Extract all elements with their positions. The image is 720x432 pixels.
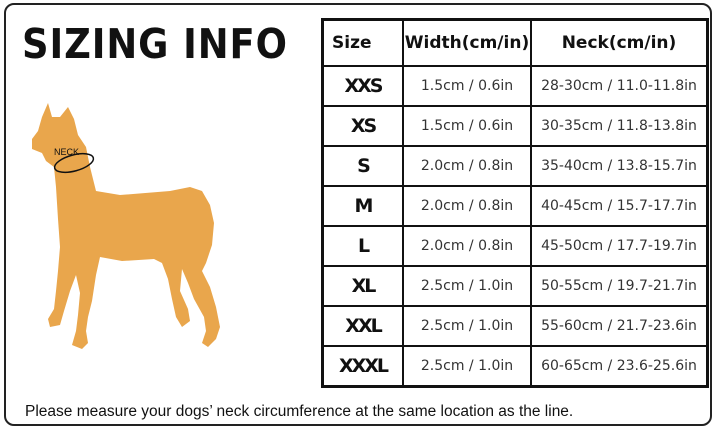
- table-row: XXS 1.5cm / 0.6in 28-30cm / 11.0-11.8in: [321, 65, 709, 107]
- table-row: L 2.0cm / 0.8in 45-50cm / 17.7-19.7in: [321, 225, 709, 267]
- measurement-note: Please measure your dogs’ neck circumfer…: [25, 403, 574, 420]
- neck-cell: 30-35cm / 11.8-13.8in: [530, 105, 709, 147]
- header-width: Width(cm/in): [402, 18, 532, 67]
- table-row: XL 2.5cm / 1.0in 50-55cm / 19.7-21.7in: [321, 265, 709, 307]
- width-cell: 2.5cm / 1.0in: [402, 345, 532, 388]
- neck-cell: 55-60cm / 21.7-23.6in: [530, 305, 709, 347]
- width-cell: 1.5cm / 0.6in: [402, 65, 532, 107]
- header-neck: Neck(cm/in): [530, 18, 709, 67]
- table-row: XXL 2.5cm / 1.0in 55-60cm / 21.7-23.6in: [321, 305, 709, 347]
- neck-cell: 50-55cm / 19.7-21.7in: [530, 265, 709, 307]
- size-cell: XXL: [321, 305, 404, 347]
- neck-cell: 45-50cm / 17.7-19.7in: [530, 225, 709, 267]
- chart-frame: [4, 3, 712, 426]
- neck-cell: 40-45cm / 15.7-17.7in: [530, 185, 709, 227]
- width-cell: 2.0cm / 0.8in: [402, 145, 532, 187]
- size-cell: XL: [321, 265, 404, 307]
- neck-label: NECK: [54, 147, 79, 157]
- size-cell: L: [321, 225, 404, 267]
- table-header-row: Size Width(cm/in) Neck(cm/in): [321, 18, 709, 67]
- neck-cell: 35-40cm / 13.8-15.7in: [530, 145, 709, 187]
- width-cell: 1.5cm / 0.6in: [402, 105, 532, 147]
- width-cell: 2.0cm / 0.8in: [402, 185, 532, 227]
- size-cell: XXXL: [321, 345, 404, 388]
- dog-body: [32, 103, 220, 349]
- width-cell: 2.5cm / 1.0in: [402, 265, 532, 307]
- size-cell: M: [321, 185, 404, 227]
- size-table: Size Width(cm/in) Neck(cm/in) XXS 1.5cm /…: [321, 18, 709, 388]
- width-cell: 2.0cm / 0.8in: [402, 225, 532, 267]
- width-cell: 2.5cm / 1.0in: [402, 305, 532, 347]
- dog-silhouette: NECK: [32, 103, 220, 349]
- size-cell: S: [321, 145, 404, 187]
- neck-cell: 60-65cm / 23.6-25.6in: [530, 345, 709, 388]
- table-row: S 2.0cm / 0.8in 35-40cm / 13.8-15.7in: [321, 145, 709, 187]
- neck-cell: 28-30cm / 11.0-11.8in: [530, 65, 709, 107]
- page-title: SIZING INFO: [22, 20, 288, 68]
- size-cell: XS: [321, 105, 404, 147]
- table-row: XXXL 2.5cm / 1.0in 60-65cm / 23.6-25.6in: [321, 345, 709, 388]
- size-cell: XXS: [321, 65, 404, 107]
- header-size: Size: [321, 18, 404, 67]
- table-row: M 2.0cm / 0.8in 40-45cm / 15.7-17.7in: [321, 185, 709, 227]
- neck-line: [53, 152, 95, 174]
- table-row: XS 1.5cm / 0.6in 30-35cm / 11.8-13.8in: [321, 105, 709, 147]
